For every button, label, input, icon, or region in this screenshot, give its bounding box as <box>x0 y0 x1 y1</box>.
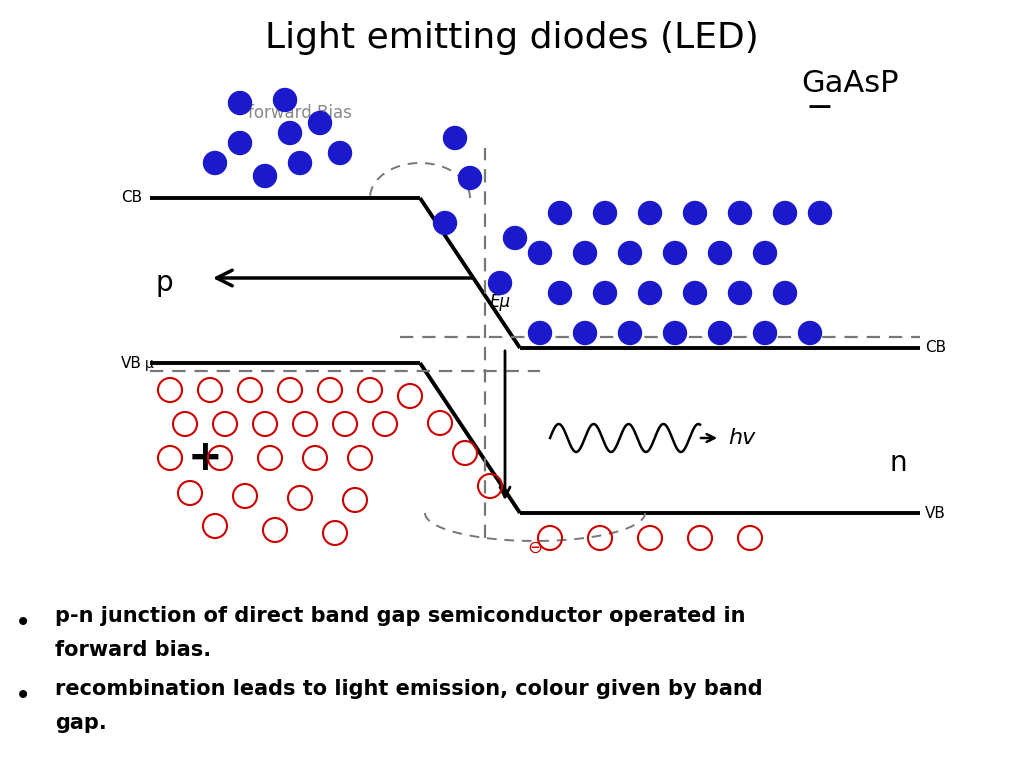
Text: p: p <box>155 269 173 297</box>
Circle shape <box>683 201 707 224</box>
Circle shape <box>228 131 252 154</box>
Circle shape <box>618 241 641 264</box>
Circle shape <box>618 322 641 345</box>
Circle shape <box>289 151 311 174</box>
Circle shape <box>254 164 276 187</box>
Circle shape <box>709 241 731 264</box>
Text: VB: VB <box>925 505 946 521</box>
Circle shape <box>549 201 571 224</box>
Circle shape <box>488 272 512 294</box>
Circle shape <box>773 282 797 304</box>
Circle shape <box>639 282 662 304</box>
Text: CB: CB <box>925 340 946 356</box>
Circle shape <box>594 282 616 304</box>
Text: forward bias.: forward bias. <box>55 640 211 660</box>
Circle shape <box>594 201 616 224</box>
Circle shape <box>754 241 776 264</box>
Text: hv: hv <box>728 428 756 448</box>
Text: CB: CB <box>121 190 142 206</box>
Text: −: − <box>806 91 834 124</box>
Circle shape <box>664 241 686 264</box>
Circle shape <box>754 322 776 345</box>
Text: gap.: gap. <box>55 713 106 733</box>
Circle shape <box>664 322 686 345</box>
Circle shape <box>459 167 481 190</box>
Circle shape <box>443 127 467 150</box>
Circle shape <box>799 322 821 345</box>
Text: Eμ: Eμ <box>490 293 511 311</box>
Text: n: n <box>890 449 907 477</box>
Circle shape <box>329 141 351 164</box>
Text: forward Bias: forward Bias <box>248 104 352 122</box>
Text: •: • <box>15 609 32 637</box>
Text: +: + <box>187 437 222 479</box>
Text: ⊖: ⊖ <box>527 539 543 557</box>
Circle shape <box>279 121 301 144</box>
Circle shape <box>683 282 707 304</box>
Circle shape <box>639 201 662 224</box>
Circle shape <box>273 88 297 111</box>
Text: μ: μ <box>145 357 154 371</box>
Circle shape <box>728 282 752 304</box>
Circle shape <box>433 211 457 234</box>
Text: VB: VB <box>121 356 142 370</box>
Circle shape <box>773 201 797 224</box>
Text: Light emitting diodes (LED): Light emitting diodes (LED) <box>265 21 759 55</box>
Circle shape <box>504 227 526 250</box>
Circle shape <box>204 151 226 174</box>
Circle shape <box>573 322 597 345</box>
Circle shape <box>528 241 552 264</box>
Circle shape <box>728 201 752 224</box>
Circle shape <box>528 322 552 345</box>
Text: p-n junction of direct band gap semiconductor operated in: p-n junction of direct band gap semicond… <box>55 606 745 626</box>
Circle shape <box>228 91 252 114</box>
Circle shape <box>308 111 332 134</box>
Circle shape <box>709 322 731 345</box>
Circle shape <box>809 201 831 224</box>
Text: GaAsP: GaAsP <box>801 68 899 98</box>
Text: •: • <box>15 682 32 710</box>
Circle shape <box>573 241 597 264</box>
Circle shape <box>549 282 571 304</box>
Text: recombination leads to light emission, colour given by band: recombination leads to light emission, c… <box>55 679 763 699</box>
